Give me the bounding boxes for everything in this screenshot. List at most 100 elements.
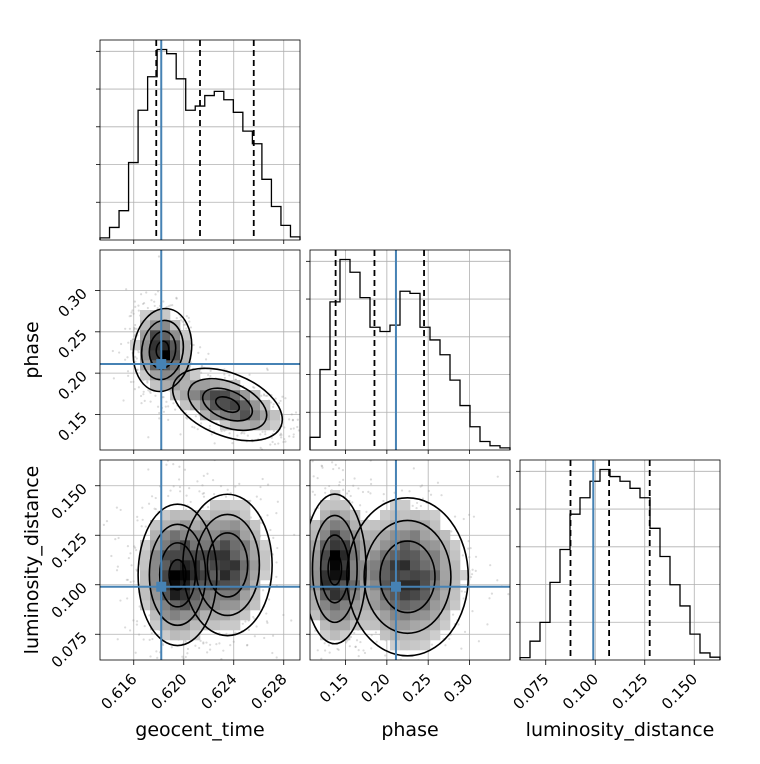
density-cell (340, 500, 351, 511)
density-cell (240, 560, 251, 571)
scatter-point (313, 673, 315, 675)
density-cell (220, 400, 231, 411)
scatter-point (208, 424, 211, 428)
scatter-point (135, 623, 139, 626)
scatter-point (122, 399, 125, 402)
scatter-point (170, 646, 173, 649)
density-cell (200, 590, 211, 601)
scatter-point (419, 485, 422, 488)
scatter-point (201, 492, 204, 495)
density-cell (220, 570, 231, 581)
density-cell (250, 520, 261, 531)
scatter-point (252, 385, 255, 389)
density-cell (200, 390, 211, 401)
scatter-point (301, 483, 303, 485)
scatter-point (304, 617, 306, 619)
scatter-point (194, 644, 197, 647)
scatter-point (145, 291, 148, 294)
scatter-point (202, 492, 206, 495)
density-cell (230, 410, 241, 421)
scatter-point (136, 519, 139, 522)
scatter-point (126, 597, 129, 600)
density-cell (160, 310, 171, 321)
panel-frame (99, 459, 301, 661)
density-cell (150, 360, 161, 371)
scatter-point (153, 300, 156, 303)
density-cell (160, 530, 171, 541)
scatter-point (191, 425, 194, 428)
density-cell (320, 530, 331, 541)
scatter-point (215, 643, 218, 646)
scatter-point (275, 561, 278, 564)
density-cell (260, 560, 271, 571)
density-cell (220, 390, 231, 401)
scatter-point (119, 599, 122, 602)
scatter-point (132, 380, 135, 383)
scatter-point (162, 396, 165, 399)
scatter-point (102, 523, 105, 526)
density-cell (320, 500, 331, 511)
scatter-point (128, 315, 131, 318)
x-tick-label-luminosity_distance: 0.100 (559, 670, 602, 713)
density-cell (170, 610, 181, 621)
density-cell (150, 340, 161, 351)
scatter-point (132, 326, 136, 329)
scatter-point (369, 478, 373, 481)
density-cell (440, 550, 451, 561)
scatter-point (412, 467, 415, 470)
scatter-point (200, 364, 204, 367)
scatter-point (275, 511, 278, 515)
scatter-point (460, 590, 463, 593)
density-cell (240, 540, 251, 551)
density-cell (200, 410, 211, 421)
density-cell (430, 620, 441, 631)
scatter-point (137, 386, 140, 389)
scatter-point (474, 555, 478, 558)
contour-ring (310, 493, 367, 645)
density-cell (320, 610, 331, 621)
scatter-point (196, 480, 199, 483)
y-axis-label-luminosity_distance: luminosity_distance (21, 466, 43, 655)
density-cell (140, 600, 151, 611)
density-cell (410, 580, 421, 591)
y-axis-label-phase: phase (21, 321, 43, 378)
scatter-point (183, 468, 187, 471)
density-cell (450, 540, 461, 551)
scatter-point (142, 638, 145, 641)
scatter-point (129, 380, 133, 384)
scatter-point (153, 304, 156, 308)
density-cell (160, 550, 171, 561)
scatter-point (178, 666, 180, 668)
scatter-point (175, 296, 178, 299)
density-cell (410, 590, 421, 601)
density-cell (200, 380, 211, 391)
scatter-point (283, 426, 286, 429)
scatter-point (243, 432, 246, 435)
scatter-point (201, 484, 204, 487)
density-cell (420, 620, 431, 631)
scatter-point (127, 341, 130, 344)
density-cell (250, 400, 261, 411)
scatter-point (262, 589, 265, 592)
scatter-point (143, 399, 146, 402)
density-cell (240, 580, 251, 591)
scatter-point (290, 619, 293, 622)
scatter-point (126, 370, 130, 373)
scatter-point (305, 540, 307, 542)
scatter-point (253, 386, 256, 389)
scatter-point (543, 516, 545, 518)
scatter-point (280, 433, 283, 437)
density-cell (210, 530, 221, 541)
scatter-point (490, 592, 494, 595)
scatter-point (247, 628, 251, 631)
scatter-point (184, 416, 188, 419)
scatter-point (281, 395, 284, 398)
scatter-point (167, 418, 170, 422)
scatter-point (320, 464, 323, 467)
scatter-point (137, 304, 140, 307)
contour-ring (206, 532, 249, 598)
density-cell (170, 580, 181, 591)
density-cell (430, 510, 441, 521)
scatter-point (507, 593, 510, 596)
scatter-point (292, 427, 295, 430)
